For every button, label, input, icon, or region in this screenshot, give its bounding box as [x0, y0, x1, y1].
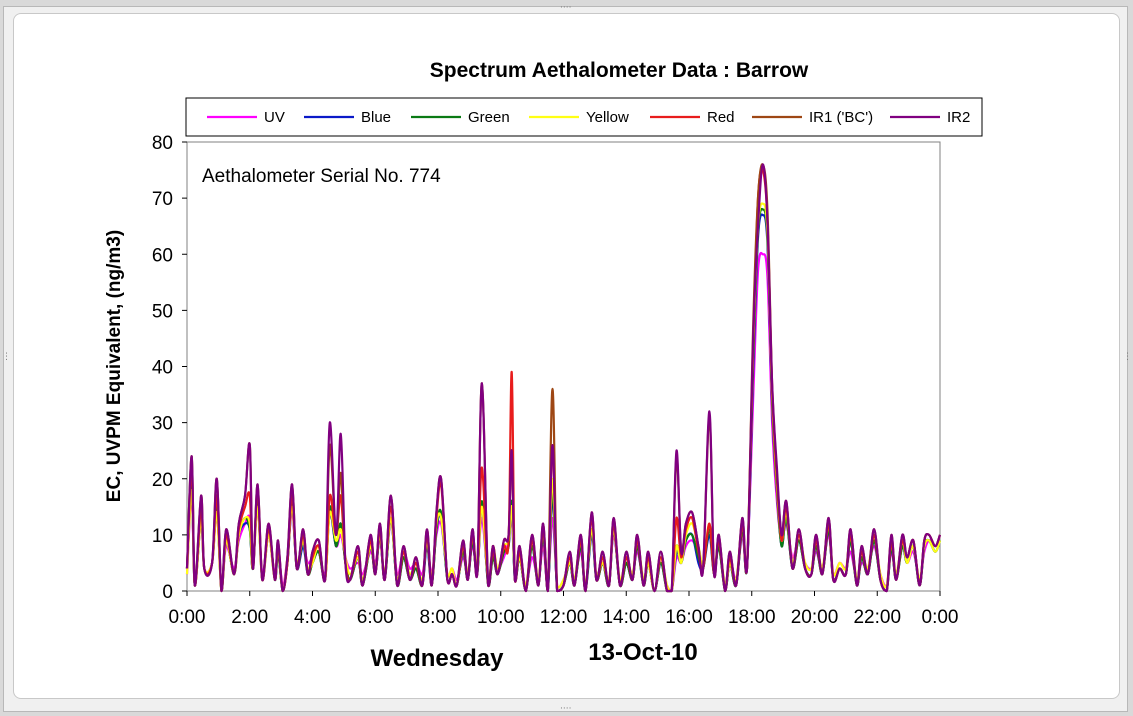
x-axis-date-label: 13-Oct-10 [588, 639, 697, 666]
x-tick-label: 6:00 [357, 607, 394, 628]
y-tick-label: 80 [152, 133, 173, 154]
plot-area[interactable] [186, 141, 941, 592]
serial-annotation: Aethalometer Serial No. 774 [202, 166, 441, 187]
x-tick-label: 8:00 [420, 607, 457, 628]
x-axis-day-label: Wednesday [371, 645, 505, 672]
series-layer [185, 163, 942, 593]
right-resize-handle[interactable]: ⋮ [1123, 352, 1132, 362]
x-tick-label: 14:00 [602, 607, 650, 628]
left-resize-handle[interactable]: ⋮ [2, 352, 11, 362]
y-tick-label: 20 [152, 470, 173, 491]
x-tick-label: 22:00 [853, 607, 901, 628]
x-tick-label: 0:00 [922, 607, 959, 628]
y-tick-label: 30 [152, 414, 173, 435]
y-tick-label: 40 [152, 358, 173, 379]
legend-label-yellow: Yellow [586, 109, 629, 126]
legend-label-ir2: IR2 [947, 109, 970, 126]
axes-layer: 0 10 20 30 40 50 60 70 80 0:00 2:00 4:00 6:00 8:00 10:… [152, 133, 959, 628]
bottom-resize-handle[interactable]: ···· [560, 704, 572, 714]
x-tick-label: 16:00 [665, 607, 713, 628]
x-tick-label: 0:00 [169, 607, 206, 628]
y-tick-label: 60 [152, 245, 173, 266]
x-tick-label: 20:00 [791, 607, 839, 628]
legend-box[interactable] [185, 97, 983, 137]
legend-label-uv: UV [264, 109, 285, 126]
legend-label-red: Red [707, 109, 735, 126]
legend-label-ir1-bc: IR1 ('BC') [809, 109, 873, 126]
y-tick-label: 50 [152, 301, 173, 322]
y-tick-label: 10 [152, 526, 173, 547]
legend-label-green: Green [468, 109, 510, 126]
x-tick-label: 2:00 [231, 607, 268, 628]
top-resize-handle[interactable]: ···· [560, 3, 572, 13]
y-tick-label: 0 [162, 582, 173, 603]
y-tick-label: 70 [152, 189, 173, 210]
y-axis-label: EC, UVPM Equivalent, (ng/m3) [104, 230, 125, 502]
x-tick-label: 18:00 [728, 607, 776, 628]
chart-title: Spectrum Aethalometer Data : Barrow [430, 59, 809, 82]
x-tick-label: 12:00 [540, 607, 588, 628]
legend: UV Blue Green Yellow Red IR1 ('BC') IR2 [207, 109, 970, 126]
x-tick-label: 4:00 [294, 607, 331, 628]
series-line-ir2 [185, 163, 942, 593]
x-tick-label: 10:00 [477, 607, 525, 628]
legend-label-blue: Blue [361, 109, 391, 126]
